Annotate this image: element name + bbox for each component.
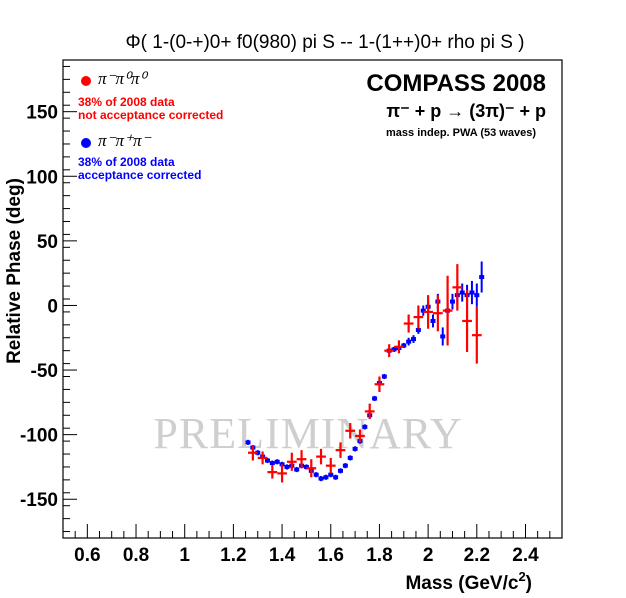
data-point-charged xyxy=(352,446,358,451)
x-tick-label: 1 xyxy=(179,545,190,566)
data-point-charged xyxy=(313,472,319,477)
data-point-charged xyxy=(269,461,275,466)
x-tick-label: 2.2 xyxy=(464,545,490,566)
y-tick-label: 0 xyxy=(47,296,58,317)
data-point-charged xyxy=(411,337,417,342)
x-tick-label: 2 xyxy=(423,545,434,566)
data-point-charged xyxy=(274,459,280,464)
legend: π⁻π⁰π⁰ 38% of 2008 data not acceptance c… xyxy=(78,69,223,182)
preliminary-watermark: PRELIMINARY xyxy=(153,409,462,458)
axis-ticks xyxy=(63,65,563,538)
data-point-charged xyxy=(415,328,421,333)
reaction-label: π⁻ + p → (3π)⁻ + p xyxy=(386,101,546,121)
y-tick-label: 100 xyxy=(26,167,58,188)
legend-note-charged-1: 38% of 2008 data xyxy=(78,155,175,169)
data-point-charged xyxy=(284,464,290,469)
y-tick-labels: -150 -100 -50 0 50 100 150 xyxy=(20,103,58,512)
x-tick-label: 0.6 xyxy=(74,545,100,566)
data-point-charged xyxy=(391,347,397,352)
data-point-charged xyxy=(474,293,480,298)
legend-note-neutral-1: 38% of 2008 data xyxy=(78,95,175,109)
data-point-charged xyxy=(381,374,387,379)
data-point-charged xyxy=(328,472,334,477)
data-point-charged xyxy=(347,455,353,460)
y-tick-label: -150 xyxy=(20,490,58,511)
x-tick-label: 2.4 xyxy=(512,545,539,566)
data-point-charged xyxy=(401,343,407,348)
legend-label-neutral: π⁻π⁰π⁰ xyxy=(98,69,148,88)
x-tick-label: 0.8 xyxy=(123,545,149,566)
data-point-charged xyxy=(362,424,368,429)
legend-note-charged-2: acceptance corrected xyxy=(78,168,201,182)
data-point-charged xyxy=(294,467,300,472)
analysis-label: mass indep. PWA (53 waves) xyxy=(386,127,536,139)
data-point-charged xyxy=(430,318,436,323)
y-tick-label: -100 xyxy=(20,426,58,447)
data-point-charged xyxy=(337,468,343,473)
data-point-charged xyxy=(318,476,324,481)
x-tick-label: 1.2 xyxy=(220,545,246,566)
x-tick-labels: 0.6 0.8 1 1.2 1.4 1.6 1.8 2 2.2 2.4 xyxy=(74,545,539,566)
experiment-label: COMPASS 2008 xyxy=(366,70,546,97)
data-point-charged xyxy=(245,440,251,445)
x-tick-label: 1.6 xyxy=(318,545,344,566)
data-point-charged xyxy=(469,290,475,295)
data-point-charged xyxy=(264,458,270,463)
data-point-charged xyxy=(449,299,455,304)
data-point-charged xyxy=(459,290,465,295)
data-point-charged xyxy=(372,396,378,401)
legend-label-charged: π⁻π⁺π⁻ xyxy=(98,131,152,150)
data-point-charged xyxy=(333,475,339,480)
data-point-charged xyxy=(440,334,446,339)
data-point-charged xyxy=(323,475,329,480)
data-point-charged xyxy=(406,339,412,344)
y-tick-label: 50 xyxy=(37,232,58,253)
legend-note-neutral-2: not acceptance corrected xyxy=(78,108,223,122)
x-axis-title: Mass (GeV/c2) xyxy=(405,569,532,594)
y-tick-label: -50 xyxy=(31,361,58,382)
x-tick-label: 1.8 xyxy=(366,545,392,566)
y-tick-label: 150 xyxy=(26,103,58,124)
chart-title: Φ( 1-(0-+)0+ f0(980) pi S -- 1-(1++)0+ r… xyxy=(125,32,524,53)
legend-marker-charged xyxy=(81,138,91,148)
data-point-charged xyxy=(342,463,348,468)
series-neutral xyxy=(247,264,482,483)
data-point-charged xyxy=(479,275,485,280)
legend-marker-neutral xyxy=(81,76,91,86)
data-point-charged xyxy=(303,464,309,469)
data-point-charged xyxy=(420,308,426,313)
x-tick-label: 1.4 xyxy=(269,545,296,566)
y-axis-title: Relative Phase (deg) xyxy=(4,178,25,364)
